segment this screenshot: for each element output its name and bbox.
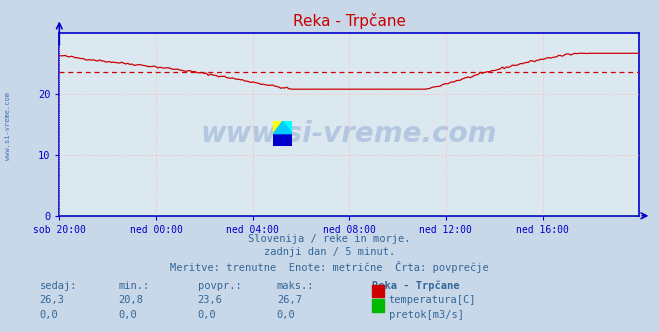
Text: min.:: min.:: [119, 281, 150, 290]
Polygon shape: [273, 121, 292, 133]
Text: 0,0: 0,0: [119, 310, 137, 320]
Text: temperatura[C]: temperatura[C]: [389, 295, 476, 305]
Text: www.si-vreme.com: www.si-vreme.com: [201, 120, 498, 148]
Text: 23,6: 23,6: [198, 295, 223, 305]
Polygon shape: [273, 133, 292, 146]
Text: 20,8: 20,8: [119, 295, 144, 305]
Text: 0,0: 0,0: [277, 310, 295, 320]
Text: Reka - Trpčane: Reka - Trpčane: [372, 281, 460, 291]
Text: Meritve: trenutne  Enote: metrične  Črta: povprečje: Meritve: trenutne Enote: metrične Črta: …: [170, 261, 489, 273]
Polygon shape: [273, 121, 283, 133]
Polygon shape: [283, 121, 292, 133]
Text: 26,7: 26,7: [277, 295, 302, 305]
Text: Slovenija / reke in morje.: Slovenija / reke in morje.: [248, 234, 411, 244]
Text: zadnji dan / 5 minut.: zadnji dan / 5 minut.: [264, 247, 395, 257]
Text: povpr.:: povpr.:: [198, 281, 241, 290]
Text: sedaj:: sedaj:: [40, 281, 77, 290]
Text: 26,3: 26,3: [40, 295, 65, 305]
Text: maks.:: maks.:: [277, 281, 314, 290]
Text: pretok[m3/s]: pretok[m3/s]: [389, 310, 464, 320]
Text: 0,0: 0,0: [198, 310, 216, 320]
Text: 0,0: 0,0: [40, 310, 58, 320]
Title: Reka - Trpčane: Reka - Trpčane: [293, 13, 406, 29]
Text: www.si-vreme.com: www.si-vreme.com: [5, 92, 11, 160]
